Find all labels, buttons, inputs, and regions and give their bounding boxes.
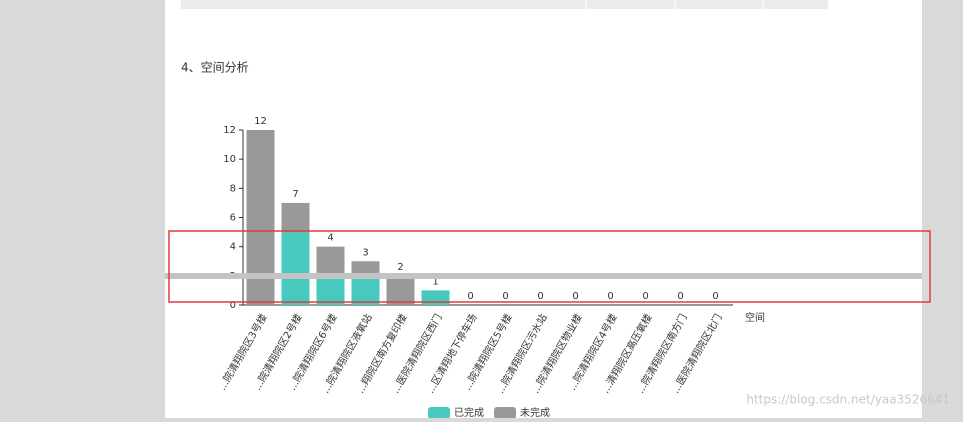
total-label: 0 xyxy=(642,291,648,302)
total-label: 4 xyxy=(327,233,333,244)
y-tick-label: 0 xyxy=(230,300,236,311)
total-label: 0 xyxy=(572,291,578,302)
total-label: 0 xyxy=(677,291,683,302)
bar xyxy=(386,275,415,305)
legend-swatch xyxy=(494,407,516,419)
y-tick-label: 10 xyxy=(223,154,236,165)
legend-label: 未完成 xyxy=(520,406,550,418)
bar xyxy=(351,261,380,276)
total-label: 0 xyxy=(537,291,543,302)
y-tick-label: 4 xyxy=(230,242,236,253)
overlay-bar xyxy=(165,273,922,279)
total-label: 0 xyxy=(502,291,508,302)
bar xyxy=(316,275,345,305)
x-axis-label: 空间 xyxy=(745,311,765,324)
total-label: 1 xyxy=(432,276,438,287)
legend-label: 已完成 xyxy=(454,406,484,418)
total-label: 3 xyxy=(362,247,368,258)
bar xyxy=(316,246,345,276)
total-label: 12 xyxy=(254,116,267,127)
bar xyxy=(421,290,450,305)
total-label: 0 xyxy=(467,291,473,302)
legend-swatch xyxy=(428,407,450,419)
bar xyxy=(281,202,310,233)
section-heading: 4、空间分析 xyxy=(181,61,249,75)
total-label: 0 xyxy=(607,291,613,302)
bar xyxy=(281,232,310,305)
total-label: 7 xyxy=(292,189,298,200)
watermark: https://blog.csdn.net/yaa3526641 xyxy=(746,393,950,407)
y-tick-label: 8 xyxy=(230,183,236,194)
highlight-box xyxy=(168,230,931,303)
y-tick-label: 6 xyxy=(230,213,236,224)
y-tick-label: 12 xyxy=(223,125,236,136)
bar xyxy=(351,275,380,305)
total-label: 2 xyxy=(397,262,403,273)
table-row xyxy=(181,0,828,9)
total-label: 0 xyxy=(712,291,718,302)
